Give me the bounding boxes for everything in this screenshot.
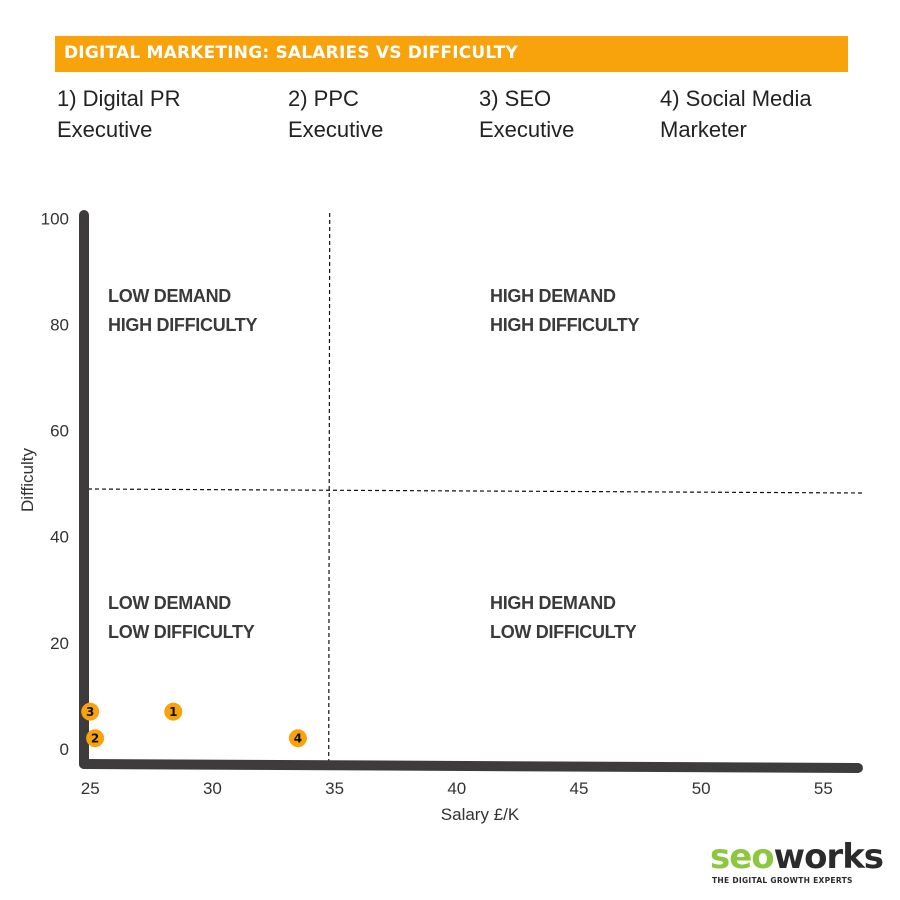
quadrant-label-bottom-right-line1: HIGH DEMAND [490, 593, 616, 613]
x-tick-label: 30 [203, 779, 222, 798]
y-tick-label: 40 [50, 528, 69, 547]
quadrant-label-bottom-right-line2: LOW DIFFICULTY [490, 622, 637, 642]
legend-item-1-line2: Executive [57, 117, 153, 142]
logo-wordmark: seoworks [710, 837, 884, 877]
quadrant-label-top-left-line1: LOW DEMAND [108, 286, 231, 306]
quadrant-label-bottom-left-line2: LOW DIFFICULTY [108, 622, 255, 642]
legend-item-1-line1: 1) Digital PR [57, 86, 181, 111]
title-bar: DIGITAL MARKETING: SALARIES VS DIFFICULT… [55, 36, 848, 72]
legend-item-4-line2: Marketer [660, 117, 747, 142]
seoworks-logo: seoworks THE DIGITAL GROWTH EXPERTS [700, 838, 890, 890]
logo-word-seo: seo [710, 837, 775, 877]
data-point-3 [81, 702, 100, 721]
legend-item-3: 3) SEO Executive [479, 83, 574, 145]
x-axis-label: Salary £/K [441, 805, 520, 824]
y-axis-label: Difficulty [18, 448, 37, 512]
x-tick-label: 55 [814, 779, 833, 798]
x-tick-label: 40 [447, 779, 466, 798]
data-point-label-2: 2 [91, 732, 99, 746]
legend-item-2-line1: 2) PPC [288, 86, 359, 111]
data-point-1 [164, 702, 183, 721]
x-tick-label: 35 [325, 779, 344, 798]
legend-item-1: 1) Digital PR Executive [57, 83, 180, 145]
legend-item-4-line1: 4) Social Media [660, 86, 812, 111]
y-tick-label: 20 [50, 634, 69, 653]
x-tick-label: 50 [692, 779, 711, 798]
data-point-label-4: 4 [294, 732, 302, 746]
logo-word-works: works [773, 837, 884, 877]
legend-item-3-line1: 3) SEO [479, 86, 552, 111]
y-tick-label: 0 [60, 740, 69, 759]
x-tick-label: 45 [570, 779, 589, 798]
chart-title: DIGITAL MARKETING: SALARIES VS DIFFICULT… [64, 43, 518, 63]
data-point-2 [86, 729, 105, 748]
divider-horizontal [87, 488, 865, 494]
quadrant-label-top-left-line2: HIGH DIFFICULTY [108, 315, 257, 335]
quadrant-label-top-right-line2: HIGH DIFFICULTY [490, 315, 639, 335]
data-point-4 [288, 729, 307, 748]
data-point-label-1: 1 [169, 705, 177, 719]
x-axis-line [79, 759, 863, 773]
legend-item-4: 4) Social Media Marketer [660, 83, 812, 145]
y-tick-label: 80 [50, 316, 69, 335]
y-tick-label: 100 [41, 210, 69, 229]
quadrant-label-top-right-line1: HIGH DEMAND [490, 286, 616, 306]
x-tick-label: 25 [81, 779, 100, 798]
y-tick-label: 60 [50, 422, 69, 441]
data-point-label-3: 3 [86, 705, 94, 719]
legend-item-3-line2: Executive [479, 117, 575, 142]
divider-vertical [328, 212, 331, 767]
legend-item-2: 2) PPC Executive [288, 83, 383, 145]
logo-tagline: THE DIGITAL GROWTH EXPERTS [712, 876, 853, 885]
legend-item-2-line2: Executive [288, 117, 384, 142]
quadrant-label-bottom-left-line1: LOW DEMAND [108, 593, 231, 613]
